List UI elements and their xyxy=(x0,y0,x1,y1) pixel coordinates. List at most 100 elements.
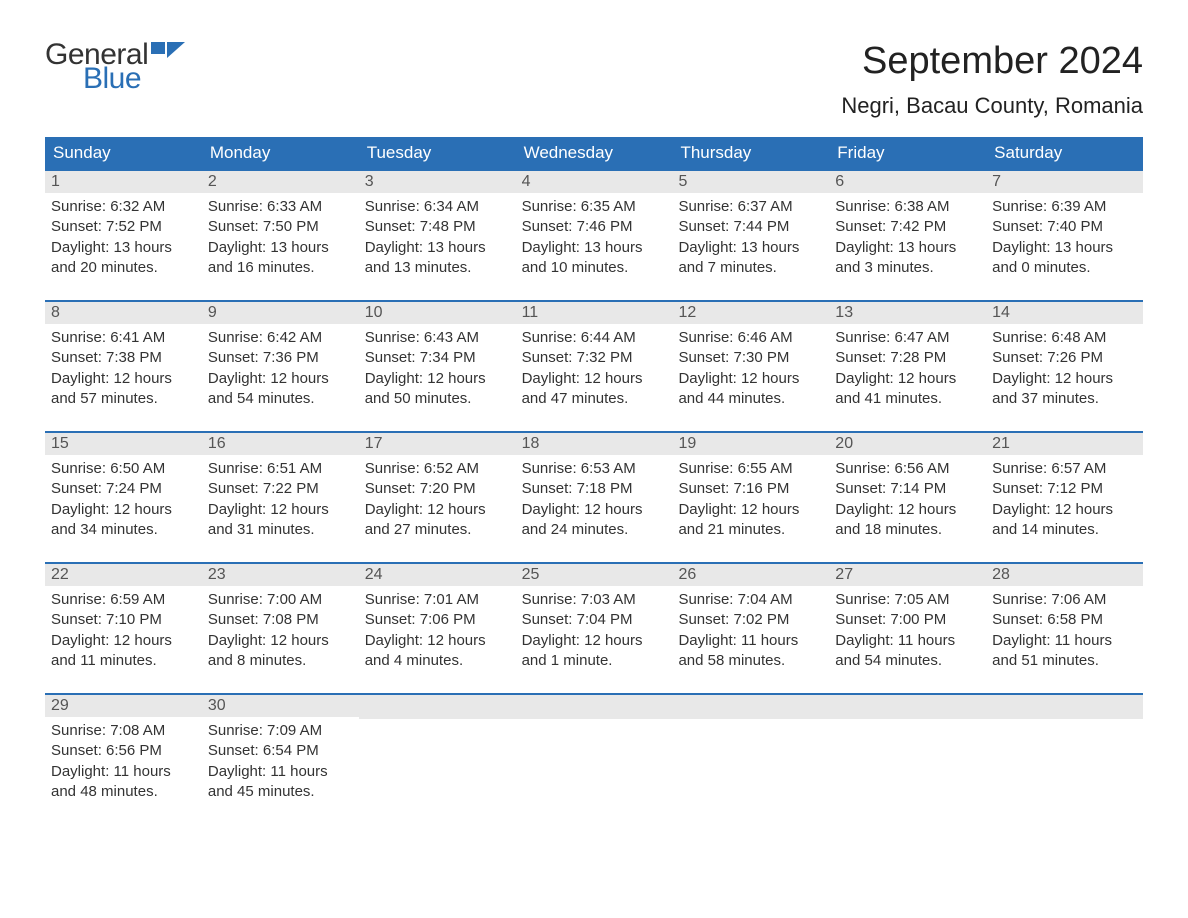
day-cell: 5 Sunrise: 6:37 AMSunset: 7:44 PMDaylight… xyxy=(672,171,829,284)
sunset-line: Sunset: 7:44 PM xyxy=(678,217,823,237)
day-cell: 22Sunrise: 6:59 AMSunset: 7:10 PMDayligh… xyxy=(45,564,202,677)
daylight-line: Daylight: 13 hours and 0 minutes. xyxy=(992,238,1137,279)
daylight-line: Daylight: 12 hours and 21 minutes. xyxy=(678,500,823,541)
sunset-line: Sunset: 7:24 PM xyxy=(51,479,196,499)
day-number: 28 xyxy=(986,564,1143,586)
daylight-line: Daylight: 12 hours and 44 minutes. xyxy=(678,369,823,410)
weekday-header: Wednesday xyxy=(516,137,673,169)
sunrise-line: Sunrise: 6:37 AM xyxy=(678,197,823,217)
day-number: 27 xyxy=(829,564,986,586)
day-cell: 18Sunrise: 6:53 AMSunset: 7:18 PMDayligh… xyxy=(516,433,673,546)
page-title: September 2024 xyxy=(841,40,1143,83)
sunrise-line: Sunrise: 6:55 AM xyxy=(678,459,823,479)
sunrise-line: Sunrise: 7:08 AM xyxy=(51,721,196,741)
sunrise-line: Sunrise: 6:47 AM xyxy=(835,328,980,348)
day-body: Sunrise: 7:05 AMSunset: 7:00 PMDaylight:… xyxy=(829,586,986,677)
day-body: Sunrise: 6:41 AMSunset: 7:38 PMDaylight:… xyxy=(45,324,202,415)
weekday-header: Sunday xyxy=(45,137,202,169)
daylight-line: Daylight: 12 hours and 31 minutes. xyxy=(208,500,353,541)
daylight-line: Daylight: 13 hours and 20 minutes. xyxy=(51,238,196,279)
daylight-line: Daylight: 11 hours and 48 minutes. xyxy=(51,762,196,803)
day-number: 18 xyxy=(516,433,673,455)
day-cell: 17Sunrise: 6:52 AMSunset: 7:20 PMDayligh… xyxy=(359,433,516,546)
day-body: Sunrise: 6:59 AMSunset: 7:10 PMDaylight:… xyxy=(45,586,202,677)
day-body: Sunrise: 7:01 AMSunset: 7:06 PMDaylight:… xyxy=(359,586,516,677)
day-number: 2 xyxy=(202,171,359,193)
day-body: Sunrise: 6:38 AMSunset: 7:42 PMDaylight:… xyxy=(829,193,986,284)
day-number: 16 xyxy=(202,433,359,455)
day-number: 8 xyxy=(45,302,202,324)
day-cell: 27Sunrise: 7:05 AMSunset: 7:00 PMDayligh… xyxy=(829,564,986,677)
day-body: Sunrise: 7:06 AMSunset: 6:58 PMDaylight:… xyxy=(986,586,1143,677)
day-body: Sunrise: 6:48 AMSunset: 7:26 PMDaylight:… xyxy=(986,324,1143,415)
daylight-line: Daylight: 11 hours and 45 minutes. xyxy=(208,762,353,803)
daylight-line: Daylight: 12 hours and 50 minutes. xyxy=(365,369,510,410)
day-number: 11 xyxy=(516,302,673,324)
weekday-header: Monday xyxy=(202,137,359,169)
sunrise-line: Sunrise: 6:43 AM xyxy=(365,328,510,348)
sunset-line: Sunset: 7:22 PM xyxy=(208,479,353,499)
sunrise-line: Sunrise: 7:05 AM xyxy=(835,590,980,610)
day-body: Sunrise: 6:32 AMSunset: 7:52 PMDaylight:… xyxy=(45,193,202,284)
sunset-line: Sunset: 7:46 PM xyxy=(522,217,667,237)
sunset-line: Sunset: 7:08 PM xyxy=(208,610,353,630)
weekday-header: Friday xyxy=(829,137,986,169)
title-block: September 2024 Negri, Bacau County, Roma… xyxy=(841,40,1143,119)
sunrise-line: Sunrise: 6:32 AM xyxy=(51,197,196,217)
day-number: 5 xyxy=(672,171,829,193)
logo: General Blue xyxy=(45,40,185,94)
sunset-line: Sunset: 6:56 PM xyxy=(51,741,196,761)
sunrise-line: Sunrise: 6:38 AM xyxy=(835,197,980,217)
day-body: Sunrise: 7:08 AMSunset: 6:56 PMDaylight:… xyxy=(45,717,202,808)
daylight-line: Daylight: 13 hours and 16 minutes. xyxy=(208,238,353,279)
day-cell: 26Sunrise: 7:04 AMSunset: 7:02 PMDayligh… xyxy=(672,564,829,677)
day-cell: 6Sunrise: 6:38 AMSunset: 7:42 PMDaylight… xyxy=(829,171,986,284)
day-cell: 3Sunrise: 6:34 AMSunset: 7:48 PMDaylight… xyxy=(359,171,516,284)
sunset-line: Sunset: 7:10 PM xyxy=(51,610,196,630)
week-row: 22Sunrise: 6:59 AMSunset: 7:10 PMDayligh… xyxy=(45,562,1143,677)
sunrise-line: Sunrise: 7:04 AM xyxy=(678,590,823,610)
sunrise-line: Sunrise: 7:03 AM xyxy=(522,590,667,610)
empty-day-cell xyxy=(516,695,673,808)
sunrise-line: Sunrise: 6:51 AM xyxy=(208,459,353,479)
day-body: Sunrise: 6:51 AMSunset: 7:22 PMDaylight:… xyxy=(202,455,359,546)
sunrise-line: Sunrise: 7:06 AM xyxy=(992,590,1137,610)
sunset-line: Sunset: 7:20 PM xyxy=(365,479,510,499)
day-number: 14 xyxy=(986,302,1143,324)
day-body: Sunrise: 7:09 AMSunset: 6:54 PMDaylight:… xyxy=(202,717,359,808)
week-row: 1Sunrise: 6:32 AMSunset: 7:52 PMDaylight… xyxy=(45,169,1143,284)
day-cell: 4Sunrise: 6:35 AMSunset: 7:46 PMDaylight… xyxy=(516,171,673,284)
sunset-line: Sunset: 7:28 PM xyxy=(835,348,980,368)
sunset-line: Sunset: 7:02 PM xyxy=(678,610,823,630)
day-cell: 16Sunrise: 6:51 AMSunset: 7:22 PMDayligh… xyxy=(202,433,359,546)
week-row: 8Sunrise: 6:41 AMSunset: 7:38 PMDaylight… xyxy=(45,300,1143,415)
day-body: Sunrise: 6:53 AMSunset: 7:18 PMDaylight:… xyxy=(516,455,673,546)
sunrise-line: Sunrise: 6:44 AM xyxy=(522,328,667,348)
day-cell: 29Sunrise: 7:08 AMSunset: 6:56 PMDayligh… xyxy=(45,695,202,808)
day-number: 1 xyxy=(45,171,202,193)
sunset-line: Sunset: 7:00 PM xyxy=(835,610,980,630)
day-cell: 9Sunrise: 6:42 AMSunset: 7:36 PMDaylight… xyxy=(202,302,359,415)
daylight-line: Daylight: 13 hours and 3 minutes. xyxy=(835,238,980,279)
daylight-line: Daylight: 13 hours and 7 minutes. xyxy=(678,238,823,279)
day-number: 7 xyxy=(986,171,1143,193)
day-cell: 1Sunrise: 6:32 AMSunset: 7:52 PMDaylight… xyxy=(45,171,202,284)
sunrise-line: Sunrise: 7:09 AM xyxy=(208,721,353,741)
daylight-line: Daylight: 11 hours and 51 minutes. xyxy=(992,631,1137,672)
daylight-line: Daylight: 12 hours and 57 minutes. xyxy=(51,369,196,410)
day-body: Sunrise: 6:55 AMSunset: 7:16 PMDaylight:… xyxy=(672,455,829,546)
day-cell: 21Sunrise: 6:57 AMSunset: 7:12 PMDayligh… xyxy=(986,433,1143,546)
daylight-line: Daylight: 12 hours and 4 minutes. xyxy=(365,631,510,672)
day-number: 26 xyxy=(672,564,829,586)
day-body: Sunrise: 6:56 AMSunset: 7:14 PMDaylight:… xyxy=(829,455,986,546)
daylight-line: Daylight: 12 hours and 1 minute. xyxy=(522,631,667,672)
day-body: Sunrise: 6:52 AMSunset: 7:20 PMDaylight:… xyxy=(359,455,516,546)
day-body: Sunrise: 6:50 AMSunset: 7:24 PMDaylight:… xyxy=(45,455,202,546)
daylight-line: Daylight: 13 hours and 13 minutes. xyxy=(365,238,510,279)
day-body: Sunrise: 7:00 AMSunset: 7:08 PMDaylight:… xyxy=(202,586,359,677)
day-number: 21 xyxy=(986,433,1143,455)
day-cell: 13Sunrise: 6:47 AMSunset: 7:28 PMDayligh… xyxy=(829,302,986,415)
daylight-line: Daylight: 12 hours and 18 minutes. xyxy=(835,500,980,541)
day-number: 30 xyxy=(202,695,359,717)
sunset-line: Sunset: 7:30 PM xyxy=(678,348,823,368)
